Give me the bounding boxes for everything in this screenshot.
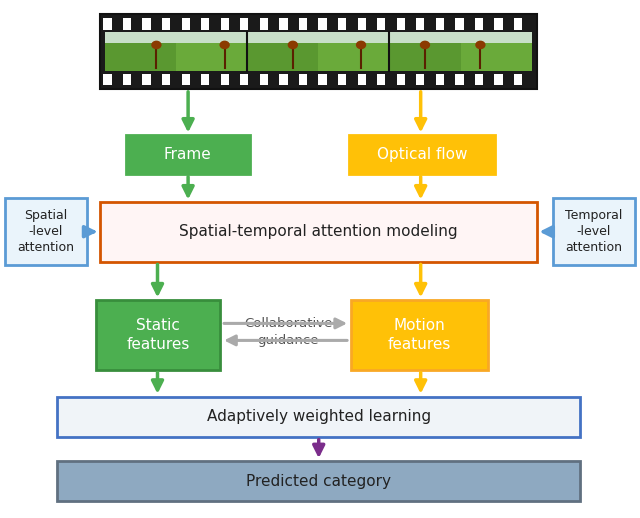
FancyBboxPatch shape <box>377 74 385 85</box>
FancyBboxPatch shape <box>358 74 366 85</box>
FancyBboxPatch shape <box>240 19 248 30</box>
FancyBboxPatch shape <box>390 43 461 71</box>
FancyBboxPatch shape <box>514 19 522 30</box>
FancyBboxPatch shape <box>319 74 326 85</box>
FancyBboxPatch shape <box>514 74 522 85</box>
FancyBboxPatch shape <box>58 397 580 437</box>
FancyBboxPatch shape <box>4 198 88 265</box>
Text: Frame: Frame <box>164 147 212 162</box>
Circle shape <box>289 41 298 49</box>
FancyBboxPatch shape <box>475 74 483 85</box>
FancyBboxPatch shape <box>349 135 495 174</box>
Text: Spatial-temporal attention modeling: Spatial-temporal attention modeling <box>179 224 458 239</box>
Text: Adaptively weighted learning: Adaptively weighted learning <box>207 409 431 424</box>
FancyBboxPatch shape <box>103 19 111 30</box>
FancyBboxPatch shape <box>105 32 532 71</box>
FancyBboxPatch shape <box>143 19 151 30</box>
FancyBboxPatch shape <box>96 300 220 370</box>
FancyBboxPatch shape <box>377 19 385 30</box>
FancyBboxPatch shape <box>105 32 532 43</box>
FancyBboxPatch shape <box>397 74 405 85</box>
FancyBboxPatch shape <box>494 74 502 85</box>
FancyBboxPatch shape <box>221 74 229 85</box>
Text: Motion
features: Motion features <box>387 318 451 352</box>
FancyBboxPatch shape <box>436 19 444 30</box>
FancyBboxPatch shape <box>100 15 537 89</box>
FancyBboxPatch shape <box>416 74 424 85</box>
FancyBboxPatch shape <box>162 74 170 85</box>
FancyBboxPatch shape <box>240 74 248 85</box>
FancyBboxPatch shape <box>455 74 463 85</box>
FancyBboxPatch shape <box>260 19 268 30</box>
Circle shape <box>476 41 485 49</box>
FancyBboxPatch shape <box>123 74 131 85</box>
FancyBboxPatch shape <box>279 74 287 85</box>
FancyBboxPatch shape <box>103 74 111 85</box>
FancyBboxPatch shape <box>494 19 502 30</box>
Text: Spatial
-level
attention: Spatial -level attention <box>17 209 74 254</box>
FancyBboxPatch shape <box>201 19 209 30</box>
FancyBboxPatch shape <box>260 74 268 85</box>
FancyBboxPatch shape <box>143 74 151 85</box>
FancyBboxPatch shape <box>123 19 131 30</box>
FancyBboxPatch shape <box>436 74 444 85</box>
Text: Temporal
-level
attention: Temporal -level attention <box>565 209 623 254</box>
FancyBboxPatch shape <box>125 135 250 174</box>
FancyBboxPatch shape <box>397 19 405 30</box>
Text: Collaborative
guidance: Collaborative guidance <box>244 317 332 347</box>
FancyBboxPatch shape <box>100 203 537 262</box>
FancyBboxPatch shape <box>182 74 190 85</box>
FancyBboxPatch shape <box>351 300 488 370</box>
Text: Optical flow: Optical flow <box>377 147 467 162</box>
Circle shape <box>152 41 161 49</box>
FancyBboxPatch shape <box>475 19 483 30</box>
FancyBboxPatch shape <box>58 461 580 501</box>
Text: Predicted category: Predicted category <box>246 473 391 488</box>
Circle shape <box>420 41 429 49</box>
FancyBboxPatch shape <box>319 19 326 30</box>
FancyBboxPatch shape <box>299 74 307 85</box>
Text: Static
features: Static features <box>126 318 189 352</box>
FancyBboxPatch shape <box>416 19 424 30</box>
FancyBboxPatch shape <box>105 43 176 71</box>
Circle shape <box>220 41 229 49</box>
FancyBboxPatch shape <box>182 19 190 30</box>
FancyBboxPatch shape <box>338 19 346 30</box>
FancyBboxPatch shape <box>455 19 463 30</box>
Circle shape <box>356 41 365 49</box>
FancyBboxPatch shape <box>221 19 229 30</box>
FancyBboxPatch shape <box>552 198 636 265</box>
FancyBboxPatch shape <box>162 19 170 30</box>
FancyBboxPatch shape <box>299 19 307 30</box>
FancyBboxPatch shape <box>358 19 366 30</box>
FancyBboxPatch shape <box>201 74 209 85</box>
FancyBboxPatch shape <box>279 19 287 30</box>
FancyBboxPatch shape <box>247 43 319 71</box>
FancyBboxPatch shape <box>338 74 346 85</box>
